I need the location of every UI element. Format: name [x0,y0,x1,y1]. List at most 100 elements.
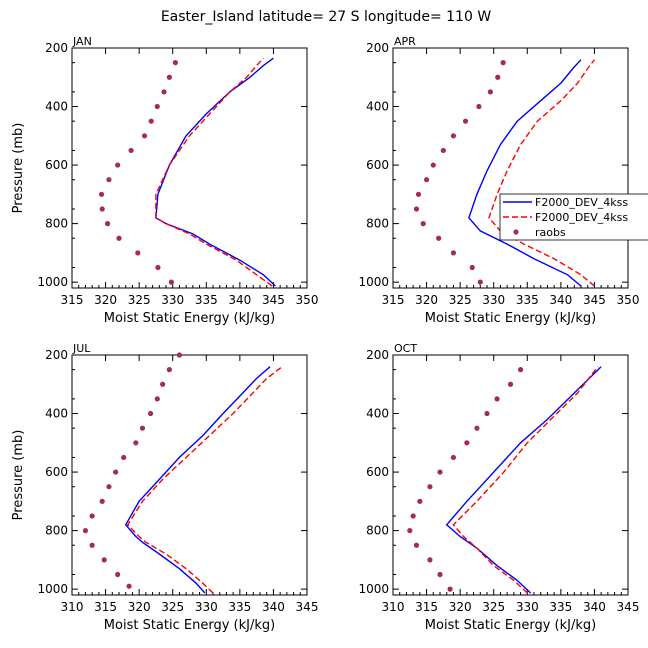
y-tick-label: 400 [366,407,389,421]
x-tick-label: 310 [61,600,84,614]
y-tick-label: 800 [45,217,68,231]
y-tick-label: 800 [45,524,68,538]
raobs-point [420,221,426,227]
x-tick-label: 345 [617,600,640,614]
x-tick-label: 330 [161,293,184,307]
raobs-point [147,410,154,417]
panel-oct: OCT 310 315 320 325 330 335 340 345 200 400 600 800 1… [358,342,639,633]
x-tick-label: 350 [617,293,640,307]
y-tick-label: 600 [45,158,68,172]
y-tick-label: 800 [366,524,389,538]
raobs-point [115,571,121,578]
x-tick-label: 310 [382,600,405,614]
raobs-point [407,528,413,534]
x-tick-label: 335 [195,293,218,307]
legend-marker [513,229,519,235]
raobs-point [413,542,420,548]
y-tick-label: 200 [366,348,389,362]
y-tick-label: 800 [366,217,389,231]
y-axis-label: Pressure (mb) [11,430,26,521]
x-tick-label: 340 [262,600,285,614]
panel-jul: JUL 310 315 320 325 330 335 340 345 200 400 600 800 1… [11,342,318,633]
raobs-point [135,250,141,256]
raobs-point [436,235,442,241]
x-tick-label: 320 [128,600,151,614]
raobs-point [423,177,430,183]
panel-jan: JAN 315 320 325 330 335 340 345 350 200 400 600 800 1… [11,35,318,326]
y-tick-label: 200 [45,348,68,362]
model-dashed-line [126,366,283,594]
raobs-point [116,235,122,241]
x-tick-label: 335 [549,600,572,614]
y-axis-label: Pressure (mb) [11,123,26,214]
panel-label: JAN [72,35,92,48]
raobs-point [141,133,148,139]
x-tick-label: 315 [61,293,84,307]
raobs-point [427,557,433,563]
raobs-point [126,583,132,589]
raobs-point [417,498,423,504]
x-tick-label: 340 [228,293,251,307]
raobs-point [99,206,105,212]
legend-label: raobs [535,226,566,239]
raobs-point [474,425,480,431]
raobs-point [172,60,178,66]
raobs-point [166,74,172,80]
raobs-point [469,264,475,271]
y-tick-label: 400 [45,100,68,114]
raobs-point [89,513,95,519]
raobs-point [437,469,443,475]
raobs-point [139,425,146,431]
raobs-point [430,162,436,168]
x-tick-label: 325 [482,600,505,614]
x-tick-label: 320 [449,600,472,614]
x-tick-label: 325 [161,600,184,614]
x-tick-label: 345 [262,293,285,307]
raobs-point [166,367,172,373]
plot-frame [392,47,629,289]
x-tick-label: 320 [94,293,117,307]
x-tick-label: 315 [415,600,438,614]
raobs-point [168,279,174,285]
raobs-point [495,74,501,80]
figure-title: Easter_Island latitude= 27 S longitude= … [161,9,491,25]
raobs-point [507,381,514,387]
x-tick-label: 345 [296,600,319,614]
raobs-point [160,381,166,387]
x-tick-label: 340 [583,600,606,614]
raobs-point [413,206,420,212]
model-solid-line [445,366,602,594]
raobs-point [99,498,105,504]
panel-label: OCT [394,342,417,355]
model-solid-line [155,57,276,287]
y-tick-label: 400 [366,100,389,114]
legend-label: F2000_DEV_4kss [535,211,628,224]
y-tick-label: 600 [366,158,389,172]
raobs-point [154,103,160,110]
x-tick-label: 345 [583,293,606,307]
model-dashed-line [488,59,595,287]
raobs-point [464,440,470,446]
raobs-point [176,352,183,358]
raobs-point [148,118,154,124]
raobs-point [450,454,457,461]
panel-label: JUL [72,342,91,355]
raobs-point [82,528,89,534]
y-tick-label: 1000 [358,582,389,596]
x-tick-label: 330 [195,600,218,614]
raobs-point [494,396,500,402]
panel-apr: APR 315 320 325 330 335 340 345 350 200 400 600 800 1… [358,35,648,326]
y-tick-label: 200 [45,41,68,55]
raobs-point [154,396,160,402]
raobs-point [440,147,446,154]
model-dashed-line [155,57,273,287]
x-axis-label: Moist Static Energy (kJ/kg) [425,618,596,633]
raobs-point [437,571,443,578]
legend-label: F2000_DEV_4kss [535,196,628,209]
raobs-point [89,542,95,548]
y-tick-label: 200 [366,41,389,55]
x-tick-label: 315 [94,600,117,614]
raobs-point [450,133,457,139]
